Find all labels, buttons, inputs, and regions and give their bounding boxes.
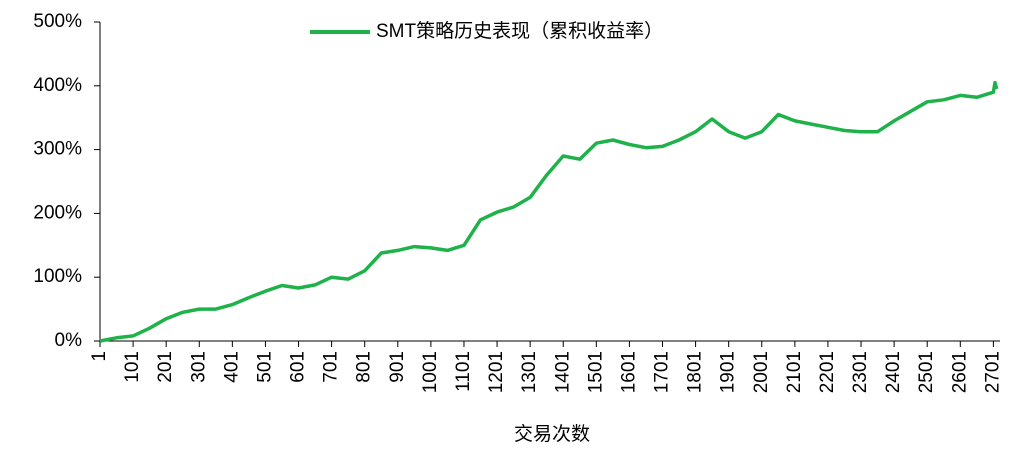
x-tick-label: 1501 [585,351,606,393]
x-tick-label: 1901 [718,351,739,393]
x-tick-label: 1801 [685,351,706,393]
x-tick-label: 2201 [817,351,838,393]
x-tick-label: 401 [221,351,242,383]
y-tick-label: 200% [33,202,82,223]
x-tick-label: 801 [354,351,375,383]
x-tick-label: 2301 [850,351,871,393]
x-tick-label: 2501 [916,351,937,393]
x-tick-label: 1701 [652,351,673,393]
x-tick-label: 201 [155,351,176,383]
x-tick-label: 2401 [883,351,904,393]
x-tick-label: 2701 [982,351,1003,393]
legend-label: SMT策略历史表现（累积收益率） [376,20,663,42]
x-tick-label: 2101 [784,351,805,393]
x-tick-label: 1201 [486,351,507,393]
x-tick-label: 1001 [420,351,441,393]
x-tick-label: 2601 [949,351,970,393]
x-tick-label: 1 [89,351,110,362]
x-tick-label: 501 [254,351,275,383]
x-tick-label: 701 [321,351,342,383]
x-tick-label: 601 [288,351,309,383]
x-tick-label: 301 [188,351,209,383]
x-tick-label: 901 [387,351,408,383]
x-tick-label: 1601 [618,351,639,393]
y-tick-label: 400% [33,75,82,96]
x-tick-label: 2001 [751,351,772,393]
y-tick-label: 300% [33,139,82,160]
x-tick-label: 1301 [519,351,540,393]
x-tick-label: 1101 [453,351,474,392]
series-line [99,80,999,343]
x-axis-label: 交易次数 [514,423,590,445]
y-tick-label: 0% [55,330,83,351]
x-tick-label: 1401 [552,351,573,393]
y-tick-label: 100% [33,266,82,287]
x-tick-label: 101 [122,351,143,383]
y-tick-label: 500% [33,11,82,32]
